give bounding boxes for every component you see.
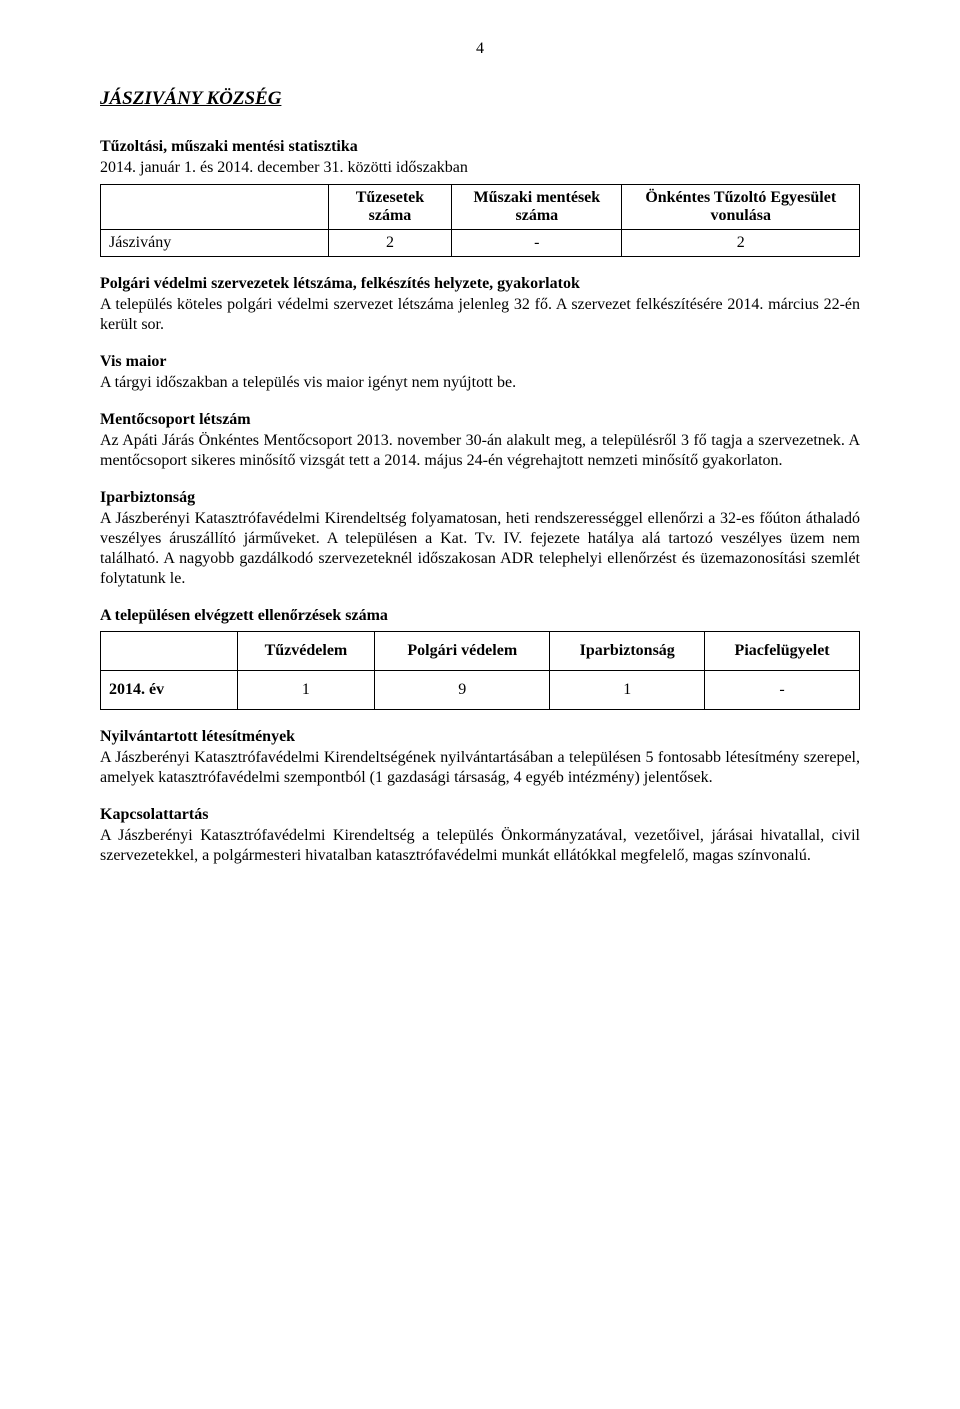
fire-stats-table: Tűzesetek száma Műszaki mentések száma Ö… — [100, 184, 860, 257]
inspections-table: Tűzvédelem Polgári védelem Iparbiztonság… — [100, 631, 860, 710]
polgari-text: A település köteles polgári védelmi szer… — [100, 295, 860, 335]
table-header-cell — [101, 185, 329, 230]
iparbiztonsag-text: A Jászberényi Katasztrófavédelmi Kirende… — [100, 509, 860, 589]
page-title: JÁSZIVÁNY KÖZSÉG — [100, 88, 860, 110]
table-cell: 1 — [550, 671, 705, 710]
page: 4 JÁSZIVÁNY KÖZSÉG Tűzoltási, műszaki me… — [0, 0, 960, 920]
table-cell-label: Jászivány — [101, 230, 329, 257]
stats-period: 2014. január 1. és 2014. december 31. kö… — [100, 158, 860, 178]
table-header-cell: Műszaki mentések száma — [452, 185, 622, 230]
ellenorzesek-heading: A településen elvégzett ellenőrzések szá… — [100, 607, 860, 625]
table-header-row: Tűzvédelem Polgári védelem Iparbiztonság… — [101, 632, 860, 671]
mentocsoport-heading: Mentőcsoport létszám — [100, 411, 860, 429]
vismaior-text: A tárgyi időszakban a település vis maio… — [100, 373, 860, 393]
table-cell: 2 — [622, 230, 860, 257]
table-header-cell: Tűzesetek száma — [328, 185, 452, 230]
table-cell-label: 2014. év — [101, 671, 238, 710]
table-row: Jászivány 2 - 2 — [101, 230, 860, 257]
table-header-cell — [101, 632, 238, 671]
table-row: 2014. év 1 9 1 - — [101, 671, 860, 710]
nyilvantartott-heading: Nyilvántartott létesítmények — [100, 728, 860, 746]
table-header-cell: Piacfelügyelet — [705, 632, 860, 671]
page-number: 4 — [100, 40, 860, 58]
vismaior-heading: Vis maior — [100, 353, 860, 371]
mentocsoport-text: Az Apáti Járás Önkéntes Mentőcsoport 201… — [100, 431, 860, 471]
table-header-row: Tűzesetek száma Műszaki mentések száma Ö… — [101, 185, 860, 230]
table-header-cell: Iparbiztonság — [550, 632, 705, 671]
nyilvantartott-text: A Jászberényi Katasztrófavédelmi Kirende… — [100, 748, 860, 788]
table-cell: - — [452, 230, 622, 257]
stats-heading: Tűzoltási, műszaki mentési statisztika — [100, 138, 860, 156]
iparbiztonsag-heading: Iparbiztonság — [100, 489, 860, 507]
table-cell: - — [705, 671, 860, 710]
table-cell: 1 — [237, 671, 375, 710]
table-header-cell: Polgári védelem — [375, 632, 550, 671]
table-header-cell: Tűzvédelem — [237, 632, 375, 671]
table-cell: 2 — [328, 230, 452, 257]
kapcsolat-text: A Jászberényi Katasztrófavédelmi Kirende… — [100, 826, 860, 866]
polgari-heading: Polgári védelmi szervezetek létszáma, fe… — [100, 275, 860, 293]
kapcsolat-heading: Kapcsolattartás — [100, 806, 860, 824]
table-header-cell: Önkéntes Tűzoltó Egyesület vonulása — [622, 185, 860, 230]
table-cell: 9 — [375, 671, 550, 710]
